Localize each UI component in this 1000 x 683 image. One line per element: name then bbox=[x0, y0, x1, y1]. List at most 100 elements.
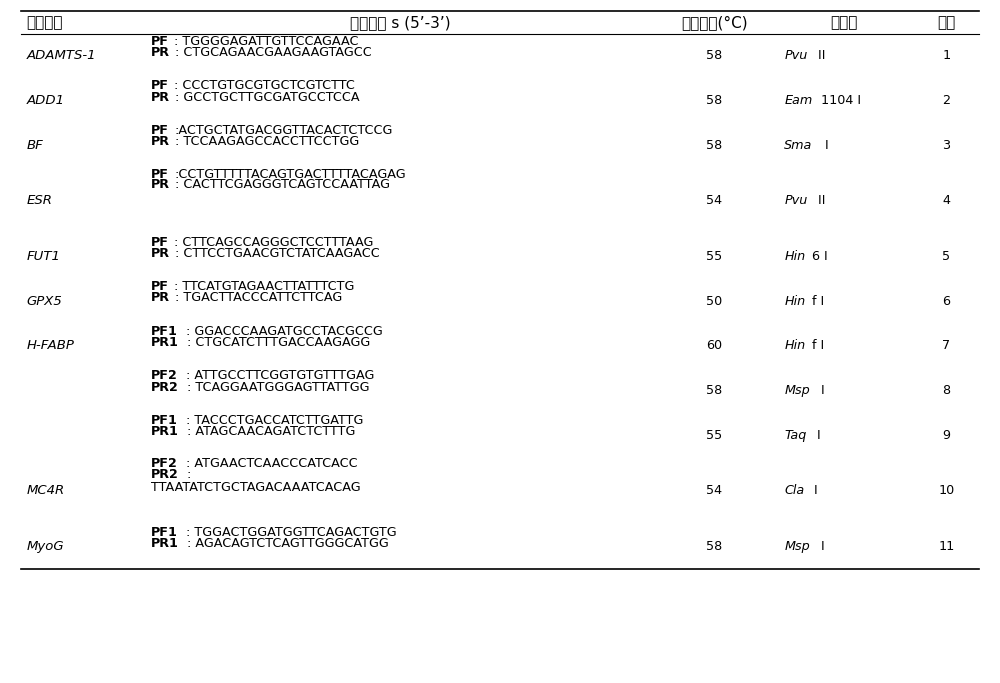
Text: PF2: PF2 bbox=[151, 458, 178, 471]
Text: : CTGCAGAACGAAGAAGTAGCC: : CTGCAGAACGAAGAAGTAGCC bbox=[175, 46, 372, 59]
Text: PR1: PR1 bbox=[151, 537, 179, 550]
Text: 58: 58 bbox=[706, 139, 723, 152]
Text: 基因名称: 基因名称 bbox=[26, 15, 63, 30]
Text: II: II bbox=[814, 195, 826, 208]
Text: : ATGAACTCAACCCATCACC: : ATGAACTCAACCCATCACC bbox=[186, 458, 357, 471]
Text: : CACTTCGAGGGTCAGTCCAATTAG: : CACTTCGAGGGTCAGTCCAATTAG bbox=[175, 178, 390, 191]
Text: Pvu: Pvu bbox=[784, 195, 808, 208]
Text: : ATAGCAACAGATCTCTTTG: : ATAGCAACAGATCTCTTTG bbox=[187, 425, 355, 438]
Text: PF: PF bbox=[151, 35, 169, 48]
Text: Pvu: Pvu bbox=[784, 49, 808, 62]
Text: 60: 60 bbox=[706, 339, 722, 352]
Text: : CCCTGTGCGTGCTCGTCTTC: : CCCTGTGCGTGCTCGTCTTC bbox=[174, 79, 355, 92]
Text: 2: 2 bbox=[942, 94, 950, 107]
Text: PR2: PR2 bbox=[151, 380, 179, 393]
Text: PR: PR bbox=[151, 135, 170, 148]
Text: 8: 8 bbox=[942, 384, 950, 397]
Text: BF: BF bbox=[26, 139, 43, 152]
Text: 54: 54 bbox=[706, 484, 722, 497]
Text: : TGGGGAGATTGTTCCAGAAC: : TGGGGAGATTGTTCCAGAAC bbox=[174, 35, 359, 48]
Text: I: I bbox=[810, 484, 818, 497]
Text: I: I bbox=[817, 384, 825, 397]
Text: I: I bbox=[813, 428, 821, 441]
Text: PF2: PF2 bbox=[151, 370, 178, 382]
Text: PR: PR bbox=[151, 247, 170, 260]
Text: ESR: ESR bbox=[26, 195, 52, 208]
Text: PR2: PR2 bbox=[151, 469, 179, 482]
Text: : GGACCCAAGATGCCTACGCCG: : GGACCCAAGATGCCTACGCCG bbox=[186, 325, 382, 338]
Text: : CTGCATCTTTGACCAAGAGG: : CTGCATCTTTGACCAAGAGG bbox=[187, 336, 370, 349]
Text: 退火温度(°C): 退火温度(°C) bbox=[681, 15, 748, 30]
Text: 位点: 位点 bbox=[937, 15, 955, 30]
Text: Hin: Hin bbox=[784, 339, 805, 352]
Text: 7: 7 bbox=[942, 339, 950, 352]
Text: PR: PR bbox=[151, 178, 170, 191]
Text: Eam: Eam bbox=[784, 94, 812, 107]
Text: : TCAGGAATGGGAGTTATTGG: : TCAGGAATGGGAGTTATTGG bbox=[187, 380, 369, 393]
Text: ADD1: ADD1 bbox=[26, 94, 64, 107]
Text: 5: 5 bbox=[942, 250, 950, 263]
Text: : TTCATGTAGAACTTATTTCTG: : TTCATGTAGAACTTATTTCTG bbox=[174, 280, 355, 293]
Text: PF: PF bbox=[151, 167, 169, 180]
Text: 3: 3 bbox=[942, 139, 950, 152]
Text: PR1: PR1 bbox=[151, 336, 179, 349]
Text: : CTTCAGCCAGGGCTCCTTTAAG: : CTTCAGCCAGGGCTCCTTTAAG bbox=[174, 236, 374, 249]
Text: 1104 I: 1104 I bbox=[821, 94, 861, 107]
Text: I: I bbox=[817, 540, 825, 553]
Text: Msp: Msp bbox=[784, 540, 810, 553]
Text: f I: f I bbox=[812, 294, 824, 308]
Text: 55: 55 bbox=[706, 428, 723, 441]
Text: Sma: Sma bbox=[784, 139, 813, 152]
Text: :CCTGTTTTTACAGTGACTTTTACAGAG: :CCTGTTTTTACAGTGACTTTTACAGAG bbox=[174, 167, 406, 180]
Text: 50: 50 bbox=[706, 294, 723, 308]
Text: H-FABP: H-FABP bbox=[26, 339, 74, 352]
Text: 55: 55 bbox=[706, 250, 723, 263]
Text: 9: 9 bbox=[942, 428, 950, 441]
Text: Hin: Hin bbox=[784, 250, 805, 263]
Text: 58: 58 bbox=[706, 540, 723, 553]
Text: PF: PF bbox=[151, 79, 169, 92]
Text: PR: PR bbox=[151, 292, 170, 305]
Text: ADAMTS-1: ADAMTS-1 bbox=[26, 49, 96, 62]
Text: : TACCCTGACCATCTTGATTG: : TACCCTGACCATCTTGATTG bbox=[186, 414, 363, 427]
Text: Hin: Hin bbox=[784, 294, 805, 308]
Text: :ACTGCTATGACGGTTACACTCTCCG: :ACTGCTATGACGGTTACACTCTCCG bbox=[174, 124, 393, 137]
Text: 10: 10 bbox=[938, 484, 954, 497]
Text: : GCCTGCTTGCGATGCCTCCA: : GCCTGCTTGCGATGCCTCCA bbox=[175, 91, 360, 104]
Text: :: : bbox=[187, 469, 191, 482]
Text: FUT1: FUT1 bbox=[26, 250, 60, 263]
Text: 58: 58 bbox=[706, 49, 723, 62]
Text: PR1: PR1 bbox=[151, 425, 179, 438]
Text: : CTTCCTGAACGTCTATCAAGACC: : CTTCCTGAACGTCTATCAAGACC bbox=[175, 247, 380, 260]
Text: : TCCAAGAGCCACCTTCCTGG: : TCCAAGAGCCACCTTCCTGG bbox=[175, 135, 360, 148]
Text: 引物序列 s (5’-3’): 引物序列 s (5’-3’) bbox=[350, 15, 451, 30]
Text: : TGGACTGGATGGTTCAGACTGTG: : TGGACTGGATGGTTCAGACTGTG bbox=[186, 525, 396, 538]
Text: 54: 54 bbox=[706, 195, 722, 208]
Text: PF1: PF1 bbox=[151, 414, 178, 427]
Text: f I: f I bbox=[812, 339, 824, 352]
Text: 58: 58 bbox=[706, 384, 723, 397]
Text: TTAATATCTGCTAGACAAATCACAG: TTAATATCTGCTAGACAAATCACAG bbox=[151, 481, 361, 494]
Text: 58: 58 bbox=[706, 94, 723, 107]
Text: 内切酶: 内切酶 bbox=[830, 15, 858, 30]
Text: PR: PR bbox=[151, 46, 170, 59]
Text: Msp: Msp bbox=[784, 384, 810, 397]
Text: PF1: PF1 bbox=[151, 325, 178, 338]
Text: PF: PF bbox=[151, 236, 169, 249]
Text: Cla: Cla bbox=[784, 484, 804, 497]
Text: 6: 6 bbox=[942, 294, 950, 308]
Text: Taq: Taq bbox=[784, 428, 807, 441]
Text: PF: PF bbox=[151, 124, 169, 137]
Text: 1: 1 bbox=[942, 49, 950, 62]
Text: : AGACAGTCTCAGTTGGGCATGG: : AGACAGTCTCAGTTGGGCATGG bbox=[187, 537, 389, 550]
Text: PF: PF bbox=[151, 280, 169, 293]
Text: MyoG: MyoG bbox=[26, 540, 64, 553]
Text: PF1: PF1 bbox=[151, 525, 178, 538]
Text: PR: PR bbox=[151, 91, 170, 104]
Text: : TGACTTACCCATTCTTCAG: : TGACTTACCCATTCTTCAG bbox=[175, 292, 343, 305]
Text: GPX5: GPX5 bbox=[26, 294, 62, 308]
Text: 11: 11 bbox=[938, 540, 954, 553]
Text: I: I bbox=[821, 139, 828, 152]
Text: 4: 4 bbox=[942, 195, 950, 208]
Text: MC4R: MC4R bbox=[26, 484, 65, 497]
